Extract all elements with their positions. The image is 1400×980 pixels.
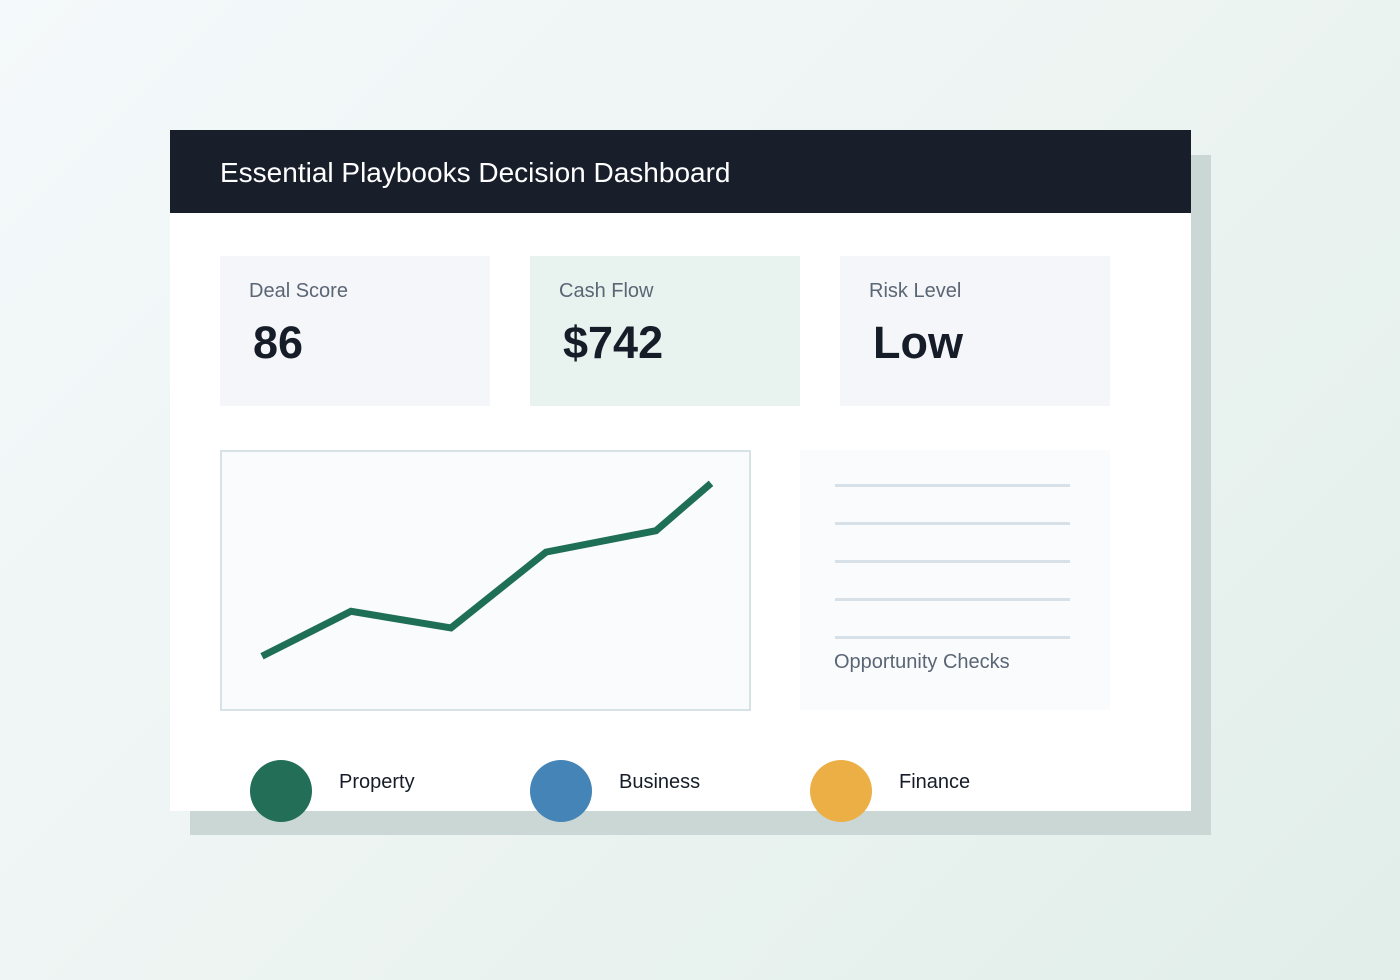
opportunity-checks-label: Opportunity Checks [834,651,1010,673]
kpi-label: Risk Level [869,280,962,302]
legend-dot [810,760,872,822]
dashboard-panel: Essential Playbooks Decision Dashboard D… [170,130,1191,822]
kpi-value: Low [873,317,963,368]
kpi-value: 86 [253,317,304,368]
kpi-card-risk-level: Risk Level Low [840,256,1110,406]
chart-series-line [260,480,714,660]
kpi-label: Cash Flow [559,280,654,302]
check-line [835,484,1070,487]
opportunity-checks-panel: Opportunity Checks [800,450,1110,710]
trend-chart [220,450,751,711]
legend-dot [530,760,592,822]
check-line [835,598,1070,601]
legend-label: Property [339,771,415,793]
kpi-card-cash-flow: Cash Flow $742 [530,256,800,406]
trend-chart-svg [260,480,714,660]
dashboard-title: Essential Playbooks Decision Dashboard [220,157,731,188]
check-line [835,560,1070,563]
kpi-label: Deal Score [249,280,348,302]
legend-label: Finance [899,771,971,793]
dashboard-header: Essential Playbooks Decision Dashboard [170,130,1191,213]
kpi-value: $742 [563,317,664,368]
check-line [835,522,1070,525]
legend-label: Business [619,771,701,793]
legend-dot [250,760,312,822]
kpi-card-deal-score: Deal Score 86 [220,256,490,406]
check-line [835,636,1070,639]
